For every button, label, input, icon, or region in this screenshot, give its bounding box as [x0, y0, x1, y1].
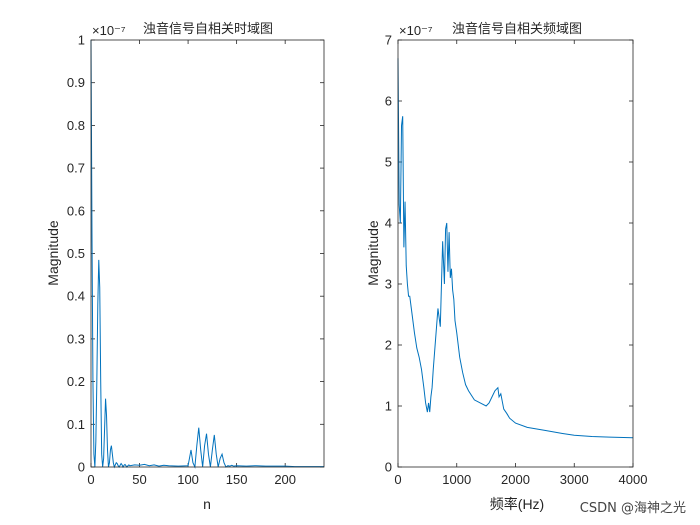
y-tick-label-freq: 0	[385, 460, 392, 475]
x-tick-label-freq: 1000	[442, 472, 471, 487]
y-tick-label-freq: 7	[385, 33, 392, 48]
tick-group-time: 0 50 100 150 200 0 0.1 0.2 0.3 0.4 0.5 0.6 0.7 0.8 0.9…	[67, 33, 324, 487]
y-axis-label-time: Magnitude	[45, 220, 61, 286]
y-tick-label-time: 0.5	[67, 246, 85, 261]
x-tick-label-time: 150	[226, 472, 248, 487]
x-tick-label-freq: 0	[394, 472, 401, 487]
y-tick-label-time: 0.8	[67, 118, 85, 133]
y-tick-label-freq: 6	[385, 94, 392, 109]
y-tick-label-time: 0.9	[67, 75, 85, 90]
x-axis-label-time: n	[203, 496, 211, 512]
y-tick-label-time: 0.6	[67, 203, 85, 218]
y-tick-label-freq: 3	[385, 277, 392, 292]
y-tick-label-time: 0	[78, 460, 85, 475]
axes-box-time	[90, 39, 325, 468]
y-tick-label-freq: 4	[385, 216, 392, 231]
x-tick-label-freq: 4000	[619, 472, 648, 487]
x-tick-label-time: 0	[87, 472, 94, 487]
x-tick-label-freq: 3000	[560, 472, 589, 487]
y-tick-label-time: 1	[78, 33, 85, 48]
y-tick-label-freq: 5	[385, 155, 392, 170]
y-tick-label-freq: 1	[385, 399, 392, 414]
exponent-label-time: ×10⁻⁷	[92, 23, 126, 38]
y-axis-label-freq: Magnitude	[365, 220, 381, 286]
x-axis-label-freq: 频率(Hz)	[490, 496, 544, 512]
y-tick-label-time: 0.3	[67, 331, 85, 346]
y-tick-label-time: 0.7	[67, 161, 85, 176]
chart-title-time: 浊音信号自相关时域图	[143, 21, 273, 37]
watermark-text: CSDN @海神之光	[580, 501, 686, 516]
tick-group-freq: 0 1000 2000 3000 4000 0 1 2 3 4 5 6 7	[385, 33, 648, 488]
y-tick-label-time: 0.1	[67, 417, 85, 432]
x-tick-label-time: 200	[274, 472, 296, 487]
y-tick-label-time: 0.2	[67, 374, 85, 389]
chart-title-freq: 浊音信号自相关频域图	[452, 21, 582, 37]
subplot-freq: 浊音信号自相关频域图 ×10⁻⁷ 0 1000 2000 3000 4000 0 1 2 3 4 5…	[365, 21, 647, 512]
axes-box-freq	[397, 39, 634, 468]
x-tick-label-freq: 2000	[501, 472, 530, 487]
x-tick-label-time: 50	[132, 472, 146, 487]
y-tick-label-freq: 2	[385, 338, 392, 353]
series-line-freq	[397, 58, 634, 439]
subplot-time: 浊音信号自相关时域图 ×10⁻⁷ 0 50 100 150 20000.10.20.30…	[45, 21, 325, 512]
exponent-label-freq: ×10⁻⁷	[399, 23, 433, 38]
x-tick-label-time: 100	[177, 472, 199, 487]
y-tick-label-time: 0.4	[67, 289, 85, 304]
